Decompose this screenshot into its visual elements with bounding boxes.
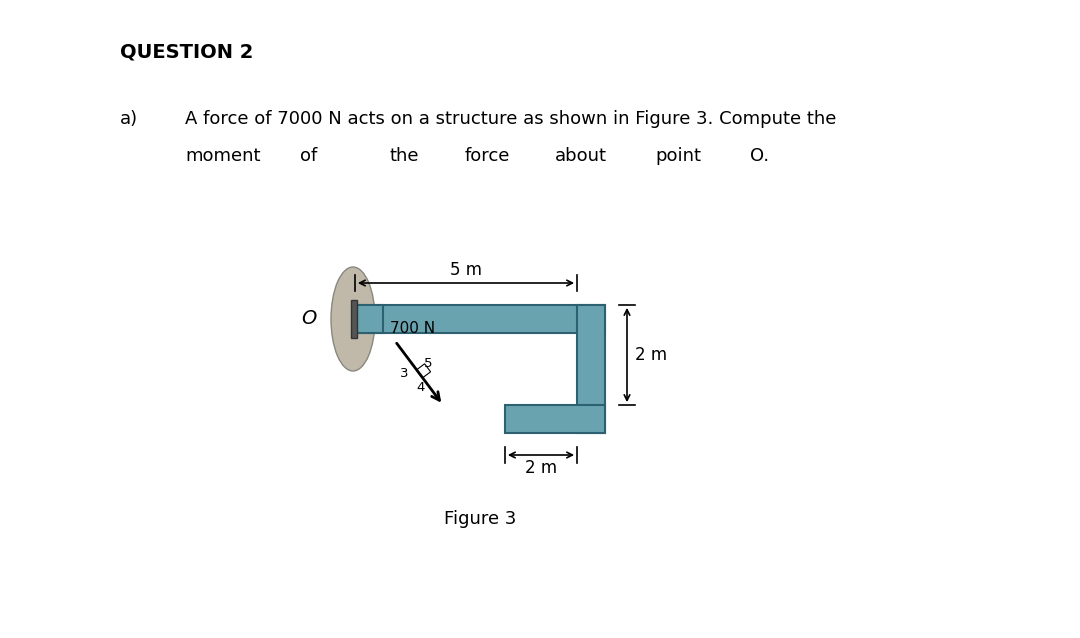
Text: about: about xyxy=(555,147,607,165)
Text: a): a) xyxy=(120,110,138,128)
Bar xyxy=(351,300,357,338)
Ellipse shape xyxy=(330,267,375,371)
Text: 2 m: 2 m xyxy=(525,459,557,477)
Text: moment: moment xyxy=(185,147,260,165)
Text: Figure 3: Figure 3 xyxy=(444,510,516,528)
Text: 4: 4 xyxy=(417,382,424,394)
Text: 2 m: 2 m xyxy=(635,346,667,364)
Text: force: force xyxy=(465,147,511,165)
Text: QUESTION 2: QUESTION 2 xyxy=(120,42,254,61)
Text: 3: 3 xyxy=(401,367,409,380)
Text: of: of xyxy=(300,147,318,165)
Bar xyxy=(577,305,605,433)
Text: O: O xyxy=(301,309,318,329)
Text: point: point xyxy=(654,147,701,165)
Bar xyxy=(505,405,605,433)
Text: O.: O. xyxy=(750,147,769,165)
Text: the: the xyxy=(390,147,419,165)
Text: 700 N: 700 N xyxy=(390,321,435,336)
Bar xyxy=(355,305,383,333)
Text: A force of 7000 N acts on a structure as shown in Figure 3. Compute the: A force of 7000 N acts on a structure as… xyxy=(185,110,836,128)
Text: 5: 5 xyxy=(424,357,433,370)
Bar xyxy=(355,305,605,333)
Text: 5 m: 5 m xyxy=(450,261,482,279)
